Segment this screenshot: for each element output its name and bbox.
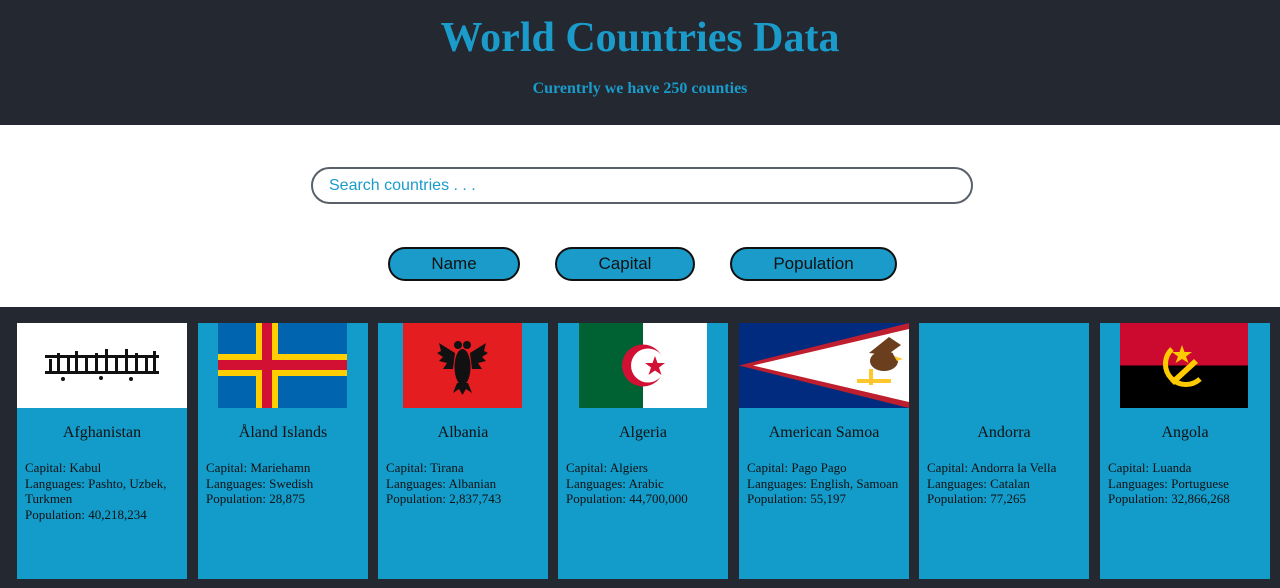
country-name: Afghanistan [62,424,142,441]
country-languages: Languages: Portuguese [1108,475,1229,491]
country-population: Population: 44,700,000 [566,491,688,506]
country-card-angola[interactable]: Angola Capital: Luanda Languages: Portug… [1100,323,1270,579]
albania-flag-icon [403,323,522,408]
page-header: World Countries Data Curentrly we have 2… [0,0,1280,125]
country-card-afghanistan[interactable]: Afghanistan Capital: Kabul Languages: Pa… [17,323,187,579]
country-name: Åland Islands [238,424,328,441]
sort-by-name-button[interactable]: Name [388,247,520,281]
country-population: Population: 40,218,234 [25,506,147,522]
country-card-algeria[interactable]: Algeria Capital: Algiers Languages: Arab… [558,323,728,579]
country-population: Population: 55,197 [747,491,846,506]
country-capital: Capital: Mariehamn [206,460,311,475]
country-card-albania[interactable]: Albania Capital: Tirana Languages: Alban… [378,323,548,579]
country-name: Algeria [619,424,667,441]
andorra-flag-placeholder [919,323,1089,408]
country-capital: Capital: Tirana [386,460,464,475]
country-languages: Languages: Catalan [927,475,1030,491]
country-card-american-samoa[interactable]: American Samoa Capital: Pago Pago Langua… [739,323,909,579]
page-title: World Countries Data [440,15,840,61]
sort-by-population-button[interactable]: Population [730,247,897,281]
country-languages: Languages: English, Samoan [747,475,899,491]
country-card-aland-islands[interactable]: Åland Islands Capital: Mariehamn Languag… [198,323,368,579]
american-samoa-flag-icon [739,323,909,408]
country-capital: Capital: Luanda [1108,460,1192,475]
country-name: Andorra [977,424,1031,441]
aland-islands-flag-icon [218,323,347,408]
angola-flag-icon [1120,323,1248,408]
country-population: Population: 28,875 [206,491,305,506]
sort-by-capital-button[interactable]: Capital [555,247,695,281]
country-population: Population: 77,265 [927,491,1026,506]
country-capital: Capital: Andorra la Vella [927,460,1057,475]
country-languages: Languages: Pashto, Uzbek, Turkmen [25,475,167,507]
country-name: Angola [1161,424,1209,441]
country-name: Albania [437,424,489,441]
afghanistan-flag-icon [17,323,187,408]
country-card-andorra[interactable]: Andorra Capital: Andorra la Vella Langua… [919,323,1089,579]
country-capital: Capital: Kabul [25,460,102,475]
country-population: Population: 2,837,743 [386,491,502,506]
algeria-flag-icon [579,323,707,408]
country-name: American Samoa [768,424,880,441]
search-input[interactable] [311,167,973,204]
country-languages: Languages: Arabic [566,475,664,491]
country-capital: Capital: Algiers [566,460,648,475]
country-count-subtitle: Curentrly we have 250 counties [532,80,748,97]
country-languages: Languages: Swedish [206,475,314,491]
country-population: Population: 32,866,268 [1108,491,1230,506]
controls-section: Name Capital Population [0,125,1280,307]
country-languages: Languages: Albanian [386,475,497,491]
countries-grid: Afghanistan Capital: Kabul Languages: Pa… [0,307,1280,588]
country-capital: Capital: Pago Pago [747,460,847,475]
